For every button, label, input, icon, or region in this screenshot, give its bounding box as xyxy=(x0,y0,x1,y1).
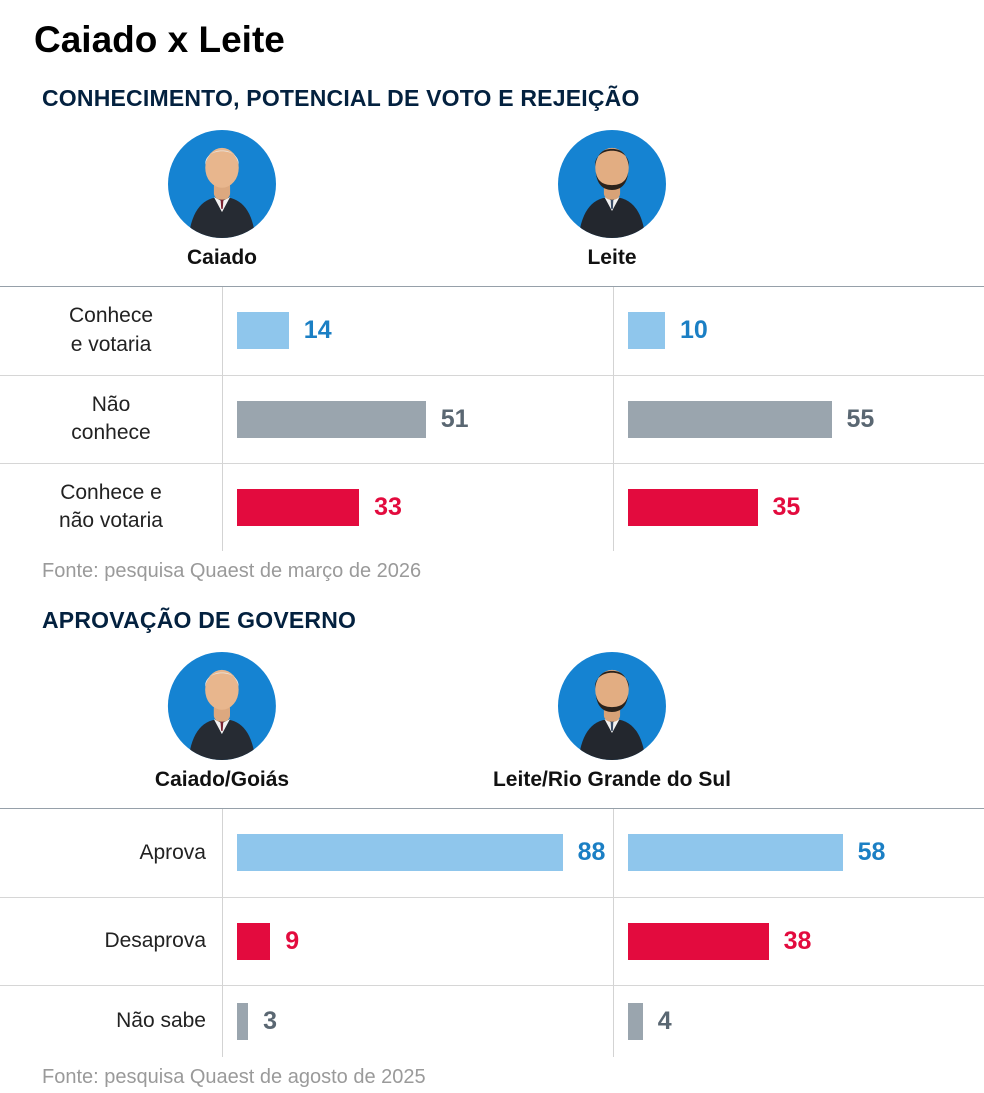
row-label-desaprova: Desaprova xyxy=(104,929,206,953)
row-label-nao-sabe: Não sabe xyxy=(116,1009,206,1033)
cell-caiado: 9 xyxy=(222,897,613,985)
section-heading-aprovacao: APROVAÇÃO DE GOVERNO xyxy=(42,606,357,633)
column-name-caiado-goias: Caiado/Goiás xyxy=(154,767,290,791)
row-label-nao-conhece: Não conhece xyxy=(71,392,151,445)
column-header-caiado: Caiado xyxy=(168,129,276,270)
value-leite-conhece-votaria: 10 xyxy=(680,316,708,345)
cell-caiado: 88 xyxy=(222,808,613,897)
cell-leite: 38 xyxy=(613,897,984,985)
cell-leite: 4 xyxy=(613,985,984,1057)
column-name-caiado: Caiado xyxy=(186,245,257,269)
portrait-caiado-icon xyxy=(188,669,256,760)
cell-caiado: 51 xyxy=(222,375,613,463)
bar-caiado-aprova xyxy=(237,834,563,872)
table-row: Conhece e votaria 14 10 xyxy=(0,286,984,375)
value-caiado-nao-sabe: 3 xyxy=(263,1006,277,1035)
value-caiado-nao-conhece: 51 xyxy=(440,404,469,433)
row-label-aprova: Aprova xyxy=(139,840,206,864)
bar-caiado-desaprova xyxy=(237,922,271,960)
avatar-caiado xyxy=(168,129,276,238)
chart-table-aprovacao: Aprova 88 58 Desaprova 9 38 xyxy=(0,807,984,1057)
value-leite-nao-sabe: 4 xyxy=(657,1006,672,1035)
value-leite-conhece-nao-votaria: 35 xyxy=(772,492,801,521)
column-header-caiado-goias: Caiado/Goiás xyxy=(154,651,290,792)
column-headers: Caiado/Goiás Leite/Rio Grande do Sul xyxy=(0,638,984,808)
cell-leite: 35 xyxy=(613,463,984,551)
cell-caiado: 14 xyxy=(222,286,613,375)
avatar-leite xyxy=(558,129,666,238)
table-row: Não sabe 3 4 xyxy=(0,984,984,1057)
avatar-leite xyxy=(558,651,666,760)
cell-leite: 58 xyxy=(613,808,984,897)
table-row: Não conhece 51 55 xyxy=(0,374,984,463)
column-name-leite-rs: Leite/Rio Grande do Sul xyxy=(492,767,732,791)
table-row: Aprova 88 58 xyxy=(0,808,984,897)
bar-leite-aprova xyxy=(628,834,843,872)
cell-caiado: 33 xyxy=(222,463,613,551)
bar-leite-conhece-nao-votaria xyxy=(628,488,758,526)
bar-leite-desaprova xyxy=(628,922,769,960)
value-leite-desaprova: 38 xyxy=(783,926,812,955)
source-note-conhecimento: Fonte: pesquisa Quaest de março de 2026 xyxy=(42,559,422,582)
cell-leite: 10 xyxy=(613,286,984,375)
bar-leite-nao-sabe xyxy=(628,1002,643,1040)
section-aprovacao: APROVAÇÃO DE GOVERNO Caiado/Goiás xyxy=(0,607,984,1089)
column-header-leite: Leite xyxy=(558,129,666,270)
section-conhecimento: CONHECIMENTO, POTENCIAL DE VOTO E REJEIÇ… xyxy=(0,85,984,583)
row-label-conhece-nao-votaria: Conhece e não votaria xyxy=(59,480,163,533)
value-caiado-conhece-votaria: 14 xyxy=(303,316,332,345)
table-row: Conhece e não votaria 33 35 xyxy=(0,462,984,551)
value-leite-nao-conhece: 55 xyxy=(846,404,875,433)
portrait-leite-icon xyxy=(578,147,646,238)
bar-leite-nao-conhece xyxy=(628,400,832,438)
value-caiado-aprova: 88 xyxy=(577,838,606,867)
bar-caiado-nao-sabe xyxy=(237,1002,249,1040)
value-leite-aprova: 58 xyxy=(857,838,886,867)
column-header-leite-rs: Leite/Rio Grande do Sul xyxy=(492,651,732,792)
bar-caiado-conhece-votaria xyxy=(237,312,289,350)
bar-caiado-conhece-nao-votaria xyxy=(237,488,360,526)
source-note-aprovacao: Fonte: pesquisa Quaest de agosto de 2025 xyxy=(42,1065,426,1088)
page-title: Caiado x Leite xyxy=(34,19,285,60)
avatar-caiado xyxy=(167,651,276,760)
value-caiado-conhece-nao-votaria: 33 xyxy=(374,492,402,521)
column-name-leite: Leite xyxy=(587,245,637,269)
bar-leite-conhece-votaria xyxy=(628,312,665,350)
portrait-leite-icon xyxy=(578,669,646,760)
cell-leite: 55 xyxy=(613,375,984,463)
chart-table-conhecimento: Conhece e votaria 14 10 Não conhece 51 xyxy=(0,285,984,551)
bar-caiado-nao-conhece xyxy=(237,400,426,438)
table-row: Desaprova 9 38 xyxy=(0,896,984,985)
cell-caiado: 3 xyxy=(222,985,613,1057)
portrait-caiado-icon xyxy=(188,147,256,238)
row-label-conhece-e-votaria: Conhece e votaria xyxy=(68,304,154,356)
section-heading-conhecimento: CONHECIMENTO, POTENCIAL DE VOTO E REJEIÇ… xyxy=(42,84,640,111)
value-caiado-desaprova: 9 xyxy=(285,926,300,955)
column-headers: Caiado Leite xyxy=(0,116,984,286)
